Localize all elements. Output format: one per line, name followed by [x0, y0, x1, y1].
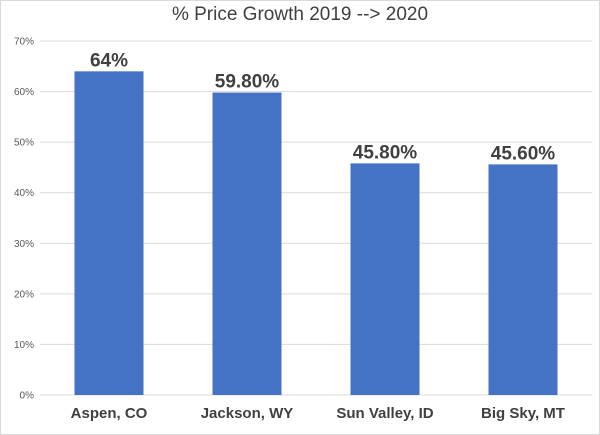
y-axis-ticks: 0% 10% 20% 30% 40% 50% 60% 70%	[14, 37, 34, 402]
y-tick-label: 10%	[14, 340, 34, 351]
y-tick-label: 20%	[14, 289, 34, 300]
bar	[488, 164, 558, 395]
x-axis-categories: Aspen, CO Jackson, WY Sun Valley, ID Big Sk…	[71, 405, 565, 422]
chart-title: % Price Growth 2019 --> 2020	[171, 4, 429, 25]
category-label: Aspen, CO	[71, 405, 148, 422]
bar	[74, 71, 144, 395]
y-tick-label: 40%	[14, 188, 34, 199]
y-tick-label: 60%	[14, 87, 34, 98]
data-label: 59.80%	[215, 72, 280, 93]
data-labels: 64% 59.80% 45.80% 45.60%	[90, 50, 555, 164]
bars	[74, 71, 558, 395]
data-label: 45.60%	[491, 143, 556, 164]
data-label: 64%	[90, 50, 128, 71]
y-tick-label: 0%	[20, 391, 35, 402]
category-label: Jackson, WY	[201, 405, 294, 422]
y-tick-label: 50%	[14, 138, 34, 149]
category-label: Sun Valley, ID	[336, 405, 433, 422]
bar	[212, 92, 282, 395]
category-label: Big Sky, MT	[481, 405, 565, 422]
data-label: 45.80%	[353, 142, 418, 163]
bar	[350, 163, 420, 395]
y-tick-label: 30%	[14, 239, 34, 250]
y-tick-label: 70%	[14, 37, 34, 48]
